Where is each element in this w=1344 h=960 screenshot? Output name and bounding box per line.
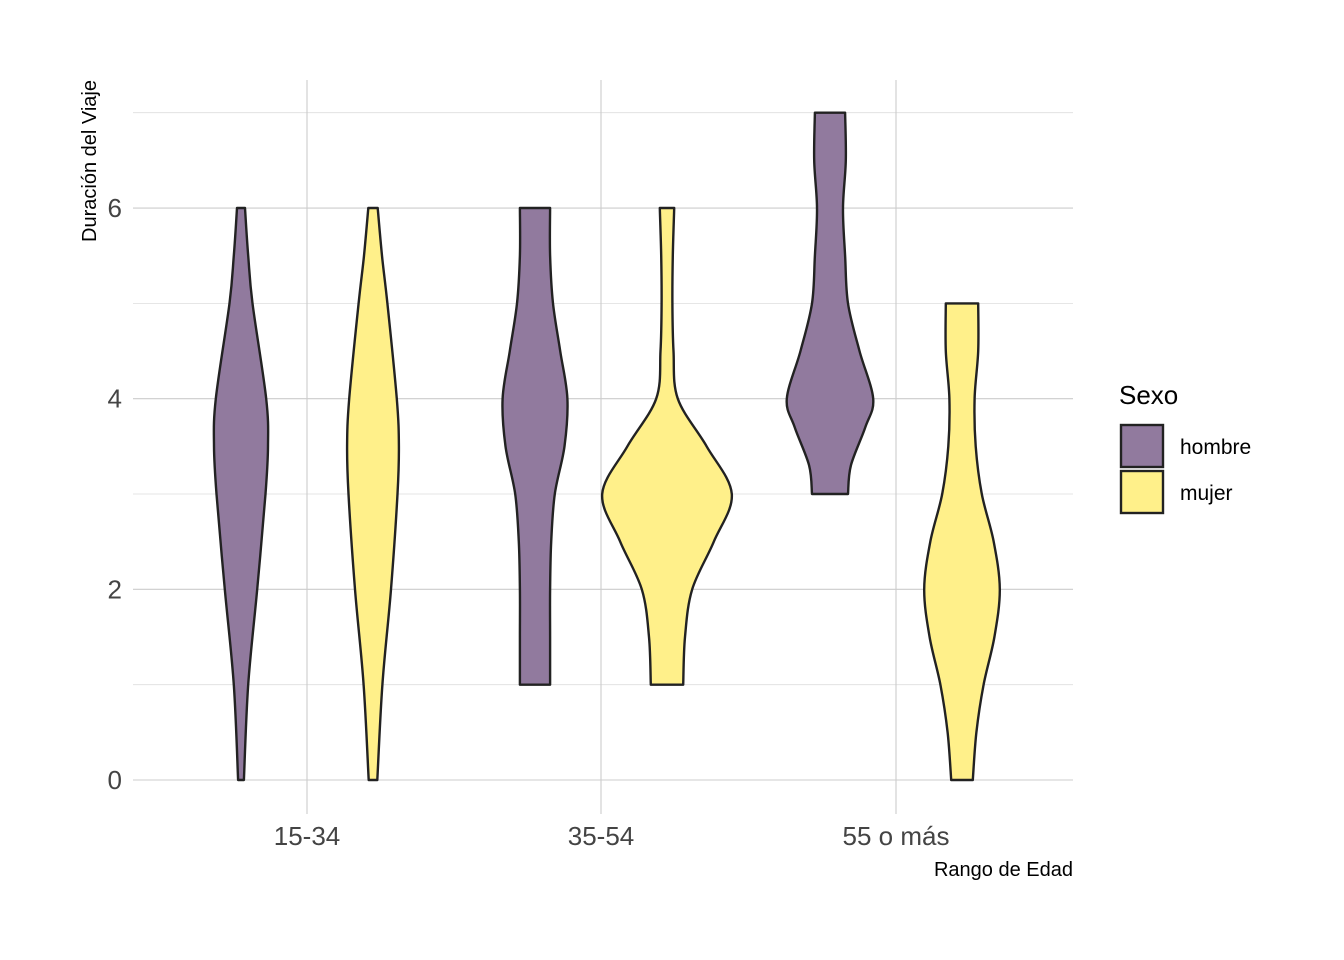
legend-label-mujer: mujer	[1180, 482, 1233, 505]
violin-hombre-15-34	[214, 208, 268, 780]
y-axis-ticks: 0 2 4 6	[108, 193, 122, 795]
y-tick-label: 4	[108, 384, 122, 414]
legend-key-mujer	[1121, 471, 1163, 513]
x-tick-label: 15-34	[274, 821, 341, 851]
y-tick-label: 0	[108, 765, 122, 795]
legend-label-hombre: hombre	[1180, 436, 1251, 459]
legend: Sexo hombre mujer	[1119, 380, 1251, 513]
y-tick-label: 2	[108, 574, 122, 604]
grid	[133, 80, 1073, 814]
violin-mujer-15-34	[347, 208, 399, 780]
y-tick-label: 6	[108, 193, 122, 223]
violin-hombre-35-54	[502, 208, 567, 685]
violin-mujer-55-o-más	[924, 303, 1000, 780]
legend-key-hombre	[1121, 425, 1163, 467]
legend-title: Sexo	[1119, 380, 1178, 410]
x-tick-label: 35-54	[568, 821, 635, 851]
x-axis-ticks: 15-34 35-54 55 o más	[274, 821, 950, 851]
x-tick-label: 55 o más	[843, 821, 950, 851]
violins	[214, 113, 1000, 780]
x-axis-title: Rango de Edad	[934, 859, 1073, 881]
violin-mujer-35-54	[602, 208, 732, 685]
y-axis-title: Duración del Viaje	[79, 80, 101, 242]
